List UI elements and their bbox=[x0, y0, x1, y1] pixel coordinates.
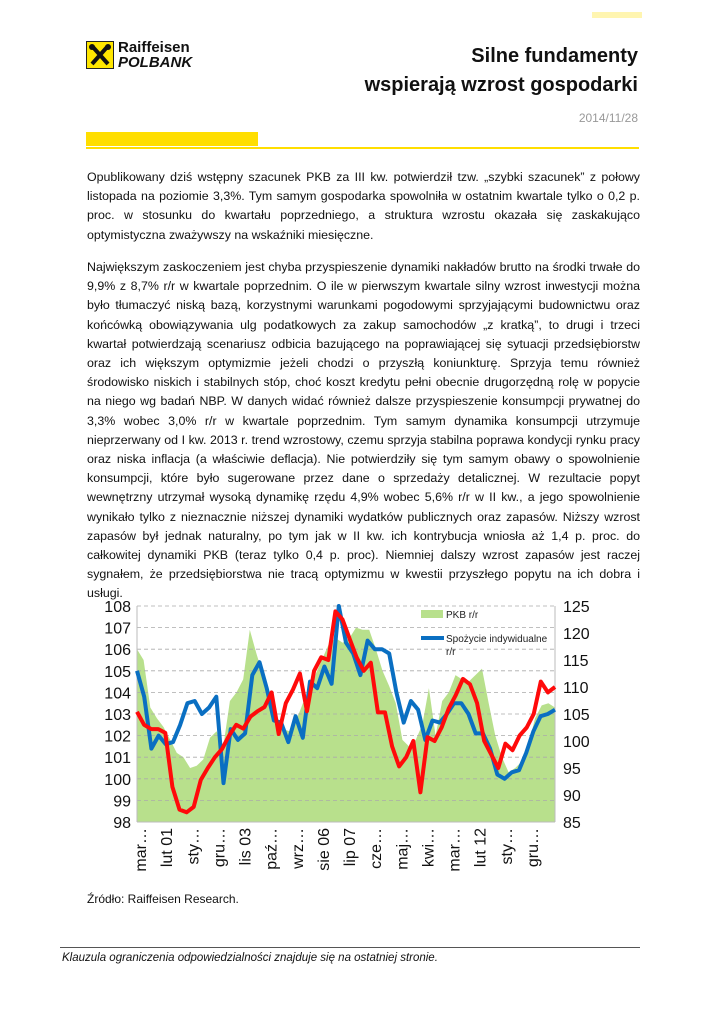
left-tick-label: 104 bbox=[104, 685, 131, 702]
logo-line1: Raiffeisen bbox=[118, 39, 190, 56]
yellow-divider bbox=[86, 147, 639, 149]
x-tick-label: sty… bbox=[499, 828, 516, 864]
left-tick-label: 103 bbox=[104, 707, 131, 724]
title-line1: Silne fundamenty bbox=[471, 45, 638, 67]
legend-pkb-swatch bbox=[421, 610, 443, 618]
x-tick-label: lut 12 bbox=[473, 828, 490, 867]
footer-divider bbox=[60, 947, 640, 948]
paragraph-2: Największym zaskoczeniem jest chyba przy… bbox=[87, 260, 640, 601]
left-tick-label: 99 bbox=[113, 793, 131, 810]
x-tick-label: mar… bbox=[447, 828, 464, 872]
source-note: Źródło: Raiffeisen Research. bbox=[87, 892, 239, 906]
left-tick-label: 98 bbox=[113, 815, 131, 832]
right-tick-label: 95 bbox=[563, 761, 581, 778]
legend-pkb-label: PKB r/r bbox=[446, 610, 479, 621]
right-tick-label: 125 bbox=[563, 599, 590, 616]
legend-consumption-label-cont: r/r bbox=[446, 647, 456, 658]
right-tick-label: 120 bbox=[563, 626, 590, 643]
right-tick-label: 90 bbox=[563, 788, 581, 805]
right-tick-label: 110 bbox=[563, 680, 589, 697]
x-tick-label: paź… bbox=[264, 828, 281, 870]
right-tick-label: 105 bbox=[563, 707, 590, 724]
left-tick-label: 100 bbox=[104, 772, 131, 789]
right-tick-label: 85 bbox=[563, 815, 581, 832]
left-tick-label: 102 bbox=[104, 729, 131, 746]
title-line2: wspierają wzrost gospodarki bbox=[364, 74, 638, 96]
left-tick-label: 106 bbox=[104, 642, 131, 659]
x-tick-label: mar… bbox=[133, 828, 150, 872]
legend-consumption-label: Spożycie indywidualne bbox=[446, 634, 548, 645]
x-tick-label: sie 06 bbox=[316, 828, 333, 871]
x-tick-label: gru… bbox=[525, 828, 542, 867]
paragraph-1: Opublikowany dziś wstępny szacunek PKB z… bbox=[87, 170, 640, 242]
chart: 98 99 100 101 102 103 104 105 106 107 108 85 90 95 100… bbox=[104, 599, 590, 872]
left-tick-label: 107 bbox=[104, 621, 131, 638]
investment-line bbox=[135, 609, 557, 815]
x-tick-label: maj… bbox=[394, 828, 411, 870]
x-tick-label: kwi… bbox=[420, 828, 437, 867]
left-tick-label: 105 bbox=[104, 664, 131, 681]
report-date: 2014/11/28 bbox=[578, 111, 638, 125]
disclaimer-footer: Klauzula ograniczenia odpowiedzialności … bbox=[62, 952, 438, 964]
x-tick-label: cze… bbox=[368, 828, 385, 869]
raiffeisen-logo: Raiffeisen POLBANK bbox=[86, 40, 192, 70]
x-tick-label: lip 07 bbox=[342, 828, 359, 866]
x-tick-label: lut 01 bbox=[159, 828, 176, 867]
crossed-horses-icon bbox=[86, 41, 114, 69]
right-tick-label: 100 bbox=[563, 734, 590, 751]
yellow-accent-bar bbox=[86, 132, 258, 146]
top-accent-bar bbox=[592, 12, 642, 18]
x-tick-label: sty… bbox=[185, 828, 202, 864]
left-tick-label: 101 bbox=[104, 750, 131, 767]
left-tick-label: 108 bbox=[104, 599, 131, 616]
logo-line2: POLBANK bbox=[118, 54, 193, 71]
x-tick-label: wrz… bbox=[290, 828, 307, 870]
right-tick-label: 115 bbox=[563, 653, 589, 670]
x-tick-label: gru… bbox=[211, 828, 228, 867]
x-tick-label: lis 03 bbox=[238, 828, 255, 865]
page-title: Silne fundamenty wspierają wzrost gospod… bbox=[365, 42, 638, 100]
pkb-area bbox=[137, 627, 555, 822]
